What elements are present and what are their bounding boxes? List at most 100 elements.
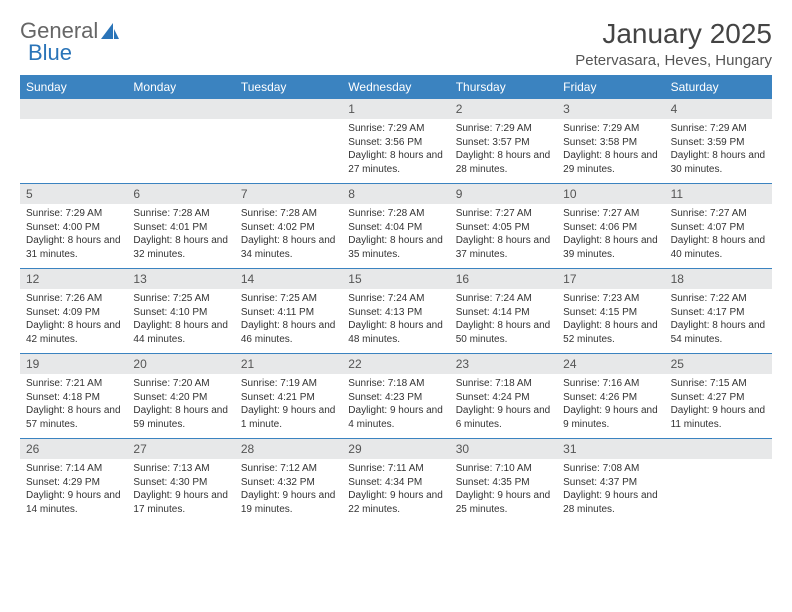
day-info: Sunrise: 7:20 AMSunset: 4:20 PMDaylight:… <box>127 377 234 431</box>
daylight-text: Daylight: 9 hours and 1 minute. <box>241 404 336 431</box>
daylight-text: Daylight: 8 hours and 46 minutes. <box>241 319 336 346</box>
heading: January 2025 Petervasara, Heves, Hungary <box>575 18 772 69</box>
sunrise-text: Sunrise: 7:29 AM <box>348 122 443 136</box>
sunrise-text: Sunrise: 7:29 AM <box>563 122 658 136</box>
calendar: SundayMondayTuesdayWednesdayThursdayFrid… <box>20 75 772 523</box>
day-cell: 16Sunrise: 7:24 AMSunset: 4:14 PMDayligh… <box>450 269 557 353</box>
day-cell: 28Sunrise: 7:12 AMSunset: 4:32 PMDayligh… <box>235 439 342 523</box>
day-number: 7 <box>235 184 342 204</box>
sunrise-text: Sunrise: 7:26 AM <box>26 292 121 306</box>
day-cell: 29Sunrise: 7:11 AMSunset: 4:34 PMDayligh… <box>342 439 449 523</box>
sunrise-text: Sunrise: 7:14 AM <box>26 462 121 476</box>
day-cell: 9Sunrise: 7:27 AMSunset: 4:05 PMDaylight… <box>450 184 557 268</box>
sunset-text: Sunset: 4:15 PM <box>563 306 658 320</box>
day-cell <box>127 99 234 183</box>
day-number: 21 <box>235 354 342 374</box>
day-info: Sunrise: 7:08 AMSunset: 4:37 PMDaylight:… <box>557 462 664 516</box>
sunrise-text: Sunrise: 7:25 AM <box>133 292 228 306</box>
day-number <box>127 99 234 119</box>
day-number: 4 <box>665 99 772 119</box>
day-cell: 10Sunrise: 7:27 AMSunset: 4:06 PMDayligh… <box>557 184 664 268</box>
day-number: 10 <box>557 184 664 204</box>
day-info: Sunrise: 7:22 AMSunset: 4:17 PMDaylight:… <box>665 292 772 346</box>
daylight-text: Daylight: 8 hours and 40 minutes. <box>671 234 766 261</box>
sunrise-text: Sunrise: 7:29 AM <box>671 122 766 136</box>
sunrise-text: Sunrise: 7:15 AM <box>671 377 766 391</box>
sunrise-text: Sunrise: 7:22 AM <box>671 292 766 306</box>
sunset-text: Sunset: 4:14 PM <box>456 306 551 320</box>
day-number: 2 <box>450 99 557 119</box>
day-info: Sunrise: 7:18 AMSunset: 4:24 PMDaylight:… <box>450 377 557 431</box>
daylight-text: Daylight: 8 hours and 39 minutes. <box>563 234 658 261</box>
week-row: 12 Sunrise: 7:26 AMSunset: 4:09 PMDayligh… <box>20 269 772 354</box>
day-info: Sunrise: 7:29 AMSunset: 3:58 PMDaylight:… <box>557 122 664 176</box>
day-info: Sunrise: 7:28 AMSunset: 4:01 PMDaylight:… <box>127 207 234 261</box>
daylight-text: Daylight: 8 hours and 31 minutes. <box>26 234 121 261</box>
day-cell: 31 Sunrise: 7:08 AMSunset: 4:37 PMDayligh… <box>557 439 664 523</box>
sunrise-text: Sunrise: 7:08 AM <box>563 462 658 476</box>
day-info: Sunrise: 7:26 AMSunset: 4:09 PMDaylight:… <box>20 292 127 346</box>
sunrise-text: Sunrise: 7:28 AM <box>241 207 336 221</box>
sunset-text: Sunset: 4:24 PM <box>456 391 551 405</box>
sunrise-text: Sunrise: 7:27 AM <box>563 207 658 221</box>
daylight-text: Daylight: 8 hours and 35 minutes. <box>348 234 443 261</box>
day-cell: 11Sunrise: 7:27 AMSunset: 4:07 PMDayligh… <box>665 184 772 268</box>
day-info: Sunrise: 7:15 AMSunset: 4:27 PMDaylight:… <box>665 377 772 431</box>
day-cell: 17Sunrise: 7:23 AMSunset: 4:15 PMDayligh… <box>557 269 664 353</box>
sunset-text: Sunset: 4:29 PM <box>26 476 121 490</box>
day-number: 25 <box>665 354 772 374</box>
day-number: 19 <box>20 354 127 374</box>
day-cell <box>235 99 342 183</box>
day-number: 15 <box>342 269 449 289</box>
sunset-text: Sunset: 4:37 PM <box>563 476 658 490</box>
sunrise-text: Sunrise: 7:29 AM <box>26 207 121 221</box>
sunset-text: Sunset: 4:27 PM <box>671 391 766 405</box>
daylight-text: Daylight: 9 hours and 11 minutes. <box>671 404 766 431</box>
week-row: 5Sunrise: 7:29 AMSunset: 4:00 PMDaylight… <box>20 184 772 269</box>
day-info: Sunrise: 7:19 AMSunset: 4:21 PMDaylight:… <box>235 377 342 431</box>
day-cell: 21 Sunrise: 7:19 AMSunset: 4:21 PMDayligh… <box>235 354 342 438</box>
daylight-text: Daylight: 8 hours and 57 minutes. <box>26 404 121 431</box>
day-cell <box>20 99 127 183</box>
sunset-text: Sunset: 4:11 PM <box>241 306 336 320</box>
sunset-text: Sunset: 4:23 PM <box>348 391 443 405</box>
sunset-text: Sunset: 3:56 PM <box>348 136 443 150</box>
sunrise-text: Sunrise: 7:20 AM <box>133 377 228 391</box>
day-number <box>235 99 342 119</box>
day-number: 3 <box>557 99 664 119</box>
day-number: 13 <box>127 269 234 289</box>
day-info: Sunrise: 7:14 AMSunset: 4:29 PMDaylight:… <box>20 462 127 516</box>
daylight-text: Daylight: 8 hours and 59 minutes. <box>133 404 228 431</box>
day-cell: 7Sunrise: 7:28 AMSunset: 4:02 PMDaylight… <box>235 184 342 268</box>
sunset-text: Sunset: 4:32 PM <box>241 476 336 490</box>
sunrise-text: Sunrise: 7:27 AM <box>671 207 766 221</box>
brand-part2: Blue <box>28 40 72 66</box>
daylight-text: Daylight: 9 hours and 19 minutes. <box>241 489 336 516</box>
day-info: Sunrise: 7:27 AMSunset: 4:05 PMDaylight:… <box>450 207 557 261</box>
daylight-text: Daylight: 8 hours and 54 minutes. <box>671 319 766 346</box>
day-info: Sunrise: 7:25 AMSunset: 4:11 PMDaylight:… <box>235 292 342 346</box>
day-number <box>665 439 772 459</box>
sunset-text: Sunset: 4:00 PM <box>26 221 121 235</box>
sunset-text: Sunset: 4:26 PM <box>563 391 658 405</box>
day-cell: 5Sunrise: 7:29 AMSunset: 4:00 PMDaylight… <box>20 184 127 268</box>
day-info: Sunrise: 7:24 AMSunset: 4:14 PMDaylight:… <box>450 292 557 346</box>
brand-sail-icon <box>100 22 120 40</box>
day-number: 12 <box>20 269 127 289</box>
sunset-text: Sunset: 4:17 PM <box>671 306 766 320</box>
sunset-text: Sunset: 3:57 PM <box>456 136 551 150</box>
daylight-text: Daylight: 9 hours and 9 minutes. <box>563 404 658 431</box>
day-cell: 20Sunrise: 7:20 AMSunset: 4:20 PMDayligh… <box>127 354 234 438</box>
day-cell: 24Sunrise: 7:16 AMSunset: 4:26 PMDayligh… <box>557 354 664 438</box>
day-cell: 8Sunrise: 7:28 AMSunset: 4:04 PMDaylight… <box>342 184 449 268</box>
sunset-text: Sunset: 4:13 PM <box>348 306 443 320</box>
day-info: Sunrise: 7:21 AMSunset: 4:18 PMDaylight:… <box>20 377 127 431</box>
sunset-text: Sunset: 4:04 PM <box>348 221 443 235</box>
daylight-text: Daylight: 9 hours and 25 minutes. <box>456 489 551 516</box>
sunset-text: Sunset: 4:30 PM <box>133 476 228 490</box>
week-row: 26Sunrise: 7:14 AMSunset: 4:29 PMDayligh… <box>20 439 772 523</box>
sunrise-text: Sunrise: 7:19 AM <box>241 377 336 391</box>
day-number: 31 <box>557 439 664 459</box>
daylight-text: Daylight: 8 hours and 48 minutes. <box>348 319 443 346</box>
daylight-text: Daylight: 8 hours and 50 minutes. <box>456 319 551 346</box>
